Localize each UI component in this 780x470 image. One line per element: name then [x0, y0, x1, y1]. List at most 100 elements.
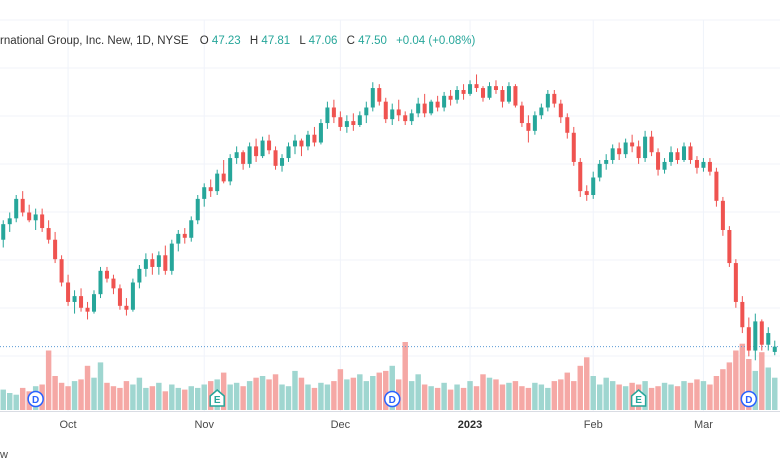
candle [241, 150, 246, 170]
candle [370, 82, 375, 112]
candle [130, 278, 135, 312]
volume-bar [259, 376, 266, 410]
volume-bar [655, 386, 661, 410]
candle [202, 183, 207, 207]
candle-body [753, 321, 758, 351]
candle-body [403, 115, 408, 122]
candle-body [169, 243, 174, 271]
candle [383, 97, 388, 124]
dividend-marker[interactable]: D [27, 390, 44, 408]
candle-body [429, 101, 434, 114]
candle-body [396, 109, 401, 116]
dividend-marker[interactable]: D [383, 390, 401, 408]
x-tick-label: Feb [584, 419, 603, 431]
candle [91, 290, 97, 314]
volume-bar [454, 384, 460, 410]
candle-body [150, 259, 155, 267]
candle-body [20, 198, 25, 213]
candle-body [344, 121, 349, 127]
volume-bar [467, 381, 473, 410]
candle [124, 298, 129, 316]
candle [318, 119, 323, 145]
candle-body [111, 278, 116, 289]
candle-body [623, 142, 628, 155]
volume-bar [525, 387, 532, 410]
candle [79, 288, 84, 312]
candle-body [390, 109, 395, 120]
volume-bar [123, 381, 130, 410]
candle-body [409, 113, 414, 122]
volume-bar [363, 381, 370, 410]
volume-bar [519, 386, 525, 410]
volume-bar [318, 382, 324, 410]
candle-body [247, 146, 252, 164]
candle [584, 185, 589, 201]
candle [487, 82, 492, 100]
candle [623, 138, 628, 159]
candle-body [338, 117, 343, 127]
candle [1, 220, 6, 248]
candle [338, 111, 343, 131]
candle [72, 290, 77, 314]
candle-body [156, 255, 161, 267]
volume-bar [285, 386, 292, 410]
volume-bar [136, 377, 143, 410]
candle-body [442, 95, 447, 108]
legend-low-value: 47.06 [309, 35, 338, 47]
candle-body [286, 146, 291, 159]
footer-label: w [0, 449, 8, 461]
candle [143, 253, 148, 277]
candle [325, 101, 330, 129]
candle [545, 90, 550, 112]
dividend-marker[interactable]: D [740, 390, 758, 408]
candle-body [727, 230, 732, 264]
candle-body [526, 123, 531, 131]
volume-bar [408, 381, 415, 410]
volume-bar [162, 391, 169, 410]
candle [461, 84, 466, 100]
candle-body [117, 288, 122, 306]
volume-bar [421, 384, 428, 410]
candle [714, 167, 719, 207]
candle-body [662, 161, 667, 170]
candle [681, 142, 687, 162]
candle-body [305, 134, 310, 147]
candle-body [468, 84, 473, 94]
volume-bar [195, 387, 201, 410]
candle-body [480, 88, 486, 98]
candle [104, 266, 109, 283]
candle [163, 245, 168, 275]
candle-body [448, 95, 453, 100]
x-tick-label: Mar [694, 419, 713, 431]
candle-body [766, 333, 771, 345]
candle-body [124, 305, 129, 310]
volume-bar [71, 381, 78, 410]
volume-bar [117, 387, 123, 410]
candle-body [143, 259, 148, 269]
candle-body [130, 282, 135, 310]
earnings-marker[interactable]: E [209, 389, 225, 407]
candle [299, 138, 304, 157]
legend-open-label: O [200, 35, 209, 47]
candle [772, 340, 777, 356]
candle [597, 160, 602, 182]
dividend-marker-shape [383, 390, 401, 408]
candle [59, 255, 64, 287]
candle [351, 113, 356, 131]
candle-body [1, 224, 6, 240]
candle-body [474, 84, 479, 89]
candle-body [435, 101, 440, 108]
volume-bar [149, 386, 156, 410]
volume-bar [337, 369, 344, 410]
volume-bar [674, 386, 681, 410]
candle-body [455, 90, 460, 100]
candle-body [493, 86, 498, 90]
candle-body [701, 161, 706, 168]
volume-bar [506, 382, 512, 410]
candle [390, 103, 395, 125]
candle-body [383, 101, 388, 120]
candle [396, 99, 401, 122]
earnings-marker[interactable]: E [630, 389, 647, 407]
volume-bar [91, 377, 97, 410]
